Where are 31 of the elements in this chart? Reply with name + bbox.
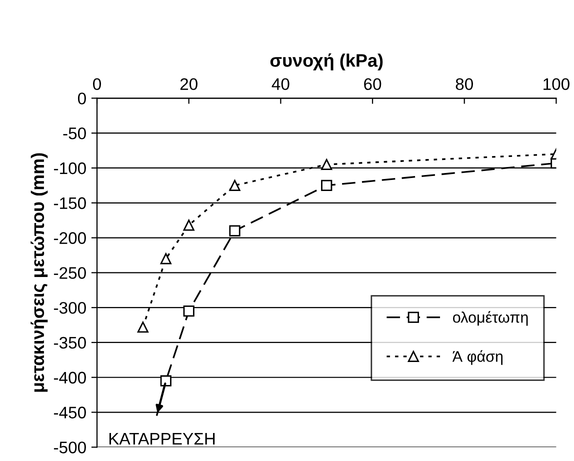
annotation: ΚΑΤΑΡΡΕΥΣΗ xyxy=(109,433,215,445)
x-tick-label: 20 xyxy=(180,78,198,90)
y-tick-label: -150 xyxy=(54,197,86,210)
legend-label: ολομέτωπη xyxy=(453,311,528,326)
y-tick-label: -350 xyxy=(54,336,86,349)
y-tick-label: 0 xyxy=(78,92,86,104)
y-tick-label: -400 xyxy=(54,372,86,384)
point xyxy=(160,375,172,386)
point xyxy=(183,220,194,231)
y-tick-label: -450 xyxy=(54,406,86,418)
legend-label: Ά φάση xyxy=(452,350,503,365)
point xyxy=(183,306,194,317)
point xyxy=(321,180,332,191)
y-tick-label: -50 xyxy=(63,127,86,140)
y-tick-label: -200 xyxy=(54,232,86,244)
x-tick-label: 40 xyxy=(272,78,290,90)
y-tick-label: -500 xyxy=(54,442,86,454)
x-tick-label: 80 xyxy=(456,78,473,90)
x-tick-label: 60 xyxy=(364,78,382,90)
x-tick-label: 100 xyxy=(544,78,570,90)
point xyxy=(160,253,172,264)
x-tick-label: 0 xyxy=(93,78,101,90)
y-tick-label: -100 xyxy=(54,162,86,174)
point xyxy=(137,322,148,333)
y-tick-label: -250 xyxy=(54,267,86,279)
point xyxy=(229,225,240,236)
point xyxy=(321,158,332,170)
y-axis-title: μετακινήσεις μετώπου (mm) xyxy=(30,153,48,392)
x-axis-title: συνοχή (kPa) xyxy=(270,53,383,70)
y-tick-label: -300 xyxy=(54,302,86,314)
point xyxy=(229,180,240,191)
